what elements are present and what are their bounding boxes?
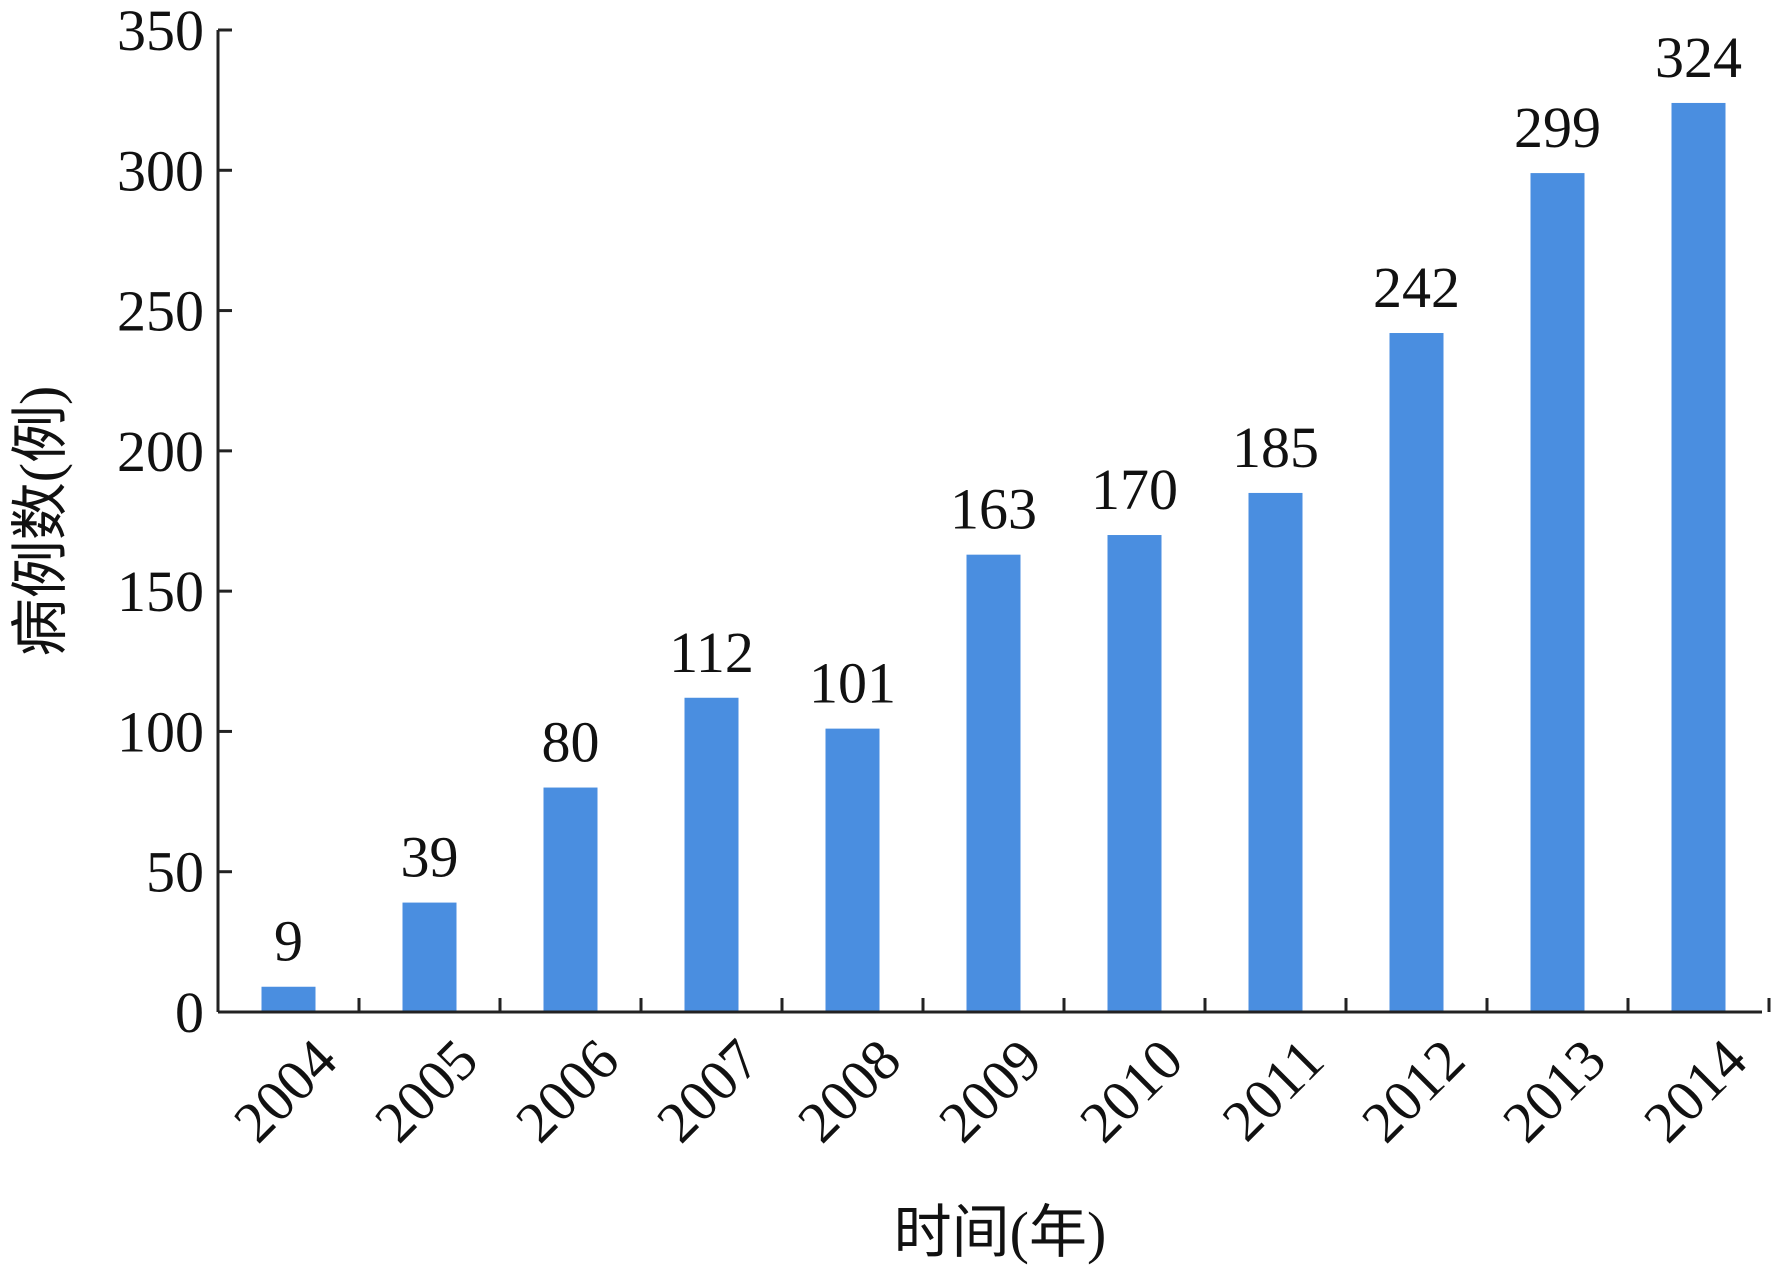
bar <box>1389 333 1444 1012</box>
bar <box>1248 492 1303 1012</box>
labels-layer: 0 50 100 150 200 250 300 350 9 2004 39 2005 80 2006 11… <box>117 0 1759 1155</box>
x-tick-label: 2014 <box>1631 1027 1759 1155</box>
bar <box>1671 102 1726 1013</box>
data-label: 80 <box>542 710 600 775</box>
bar <box>261 986 316 1012</box>
bars-layer <box>261 102 1726 1013</box>
y-tick-label: 300 <box>117 138 204 203</box>
x-tick-label: 2006 <box>503 1027 631 1155</box>
x-tick-label: 2004 <box>221 1027 349 1155</box>
bar <box>684 697 739 1012</box>
y-tick-label: 100 <box>117 699 204 764</box>
data-label: 185 <box>1232 415 1319 480</box>
x-tick-label: 2009 <box>926 1027 1054 1155</box>
y-tick-label: 0 <box>175 980 204 1045</box>
y-tick-label: 200 <box>117 419 204 484</box>
bar <box>402 902 457 1012</box>
data-label: 242 <box>1373 255 1460 320</box>
bar <box>825 728 880 1012</box>
x-axis-title: 时间(年) <box>894 1200 1107 1265</box>
x-tick-label: 2010 <box>1067 1027 1195 1155</box>
data-label: 163 <box>950 477 1037 542</box>
data-label: 170 <box>1091 457 1178 522</box>
bar <box>1107 535 1162 1012</box>
y-tick-label: 150 <box>117 559 204 624</box>
x-tick-label: 2007 <box>644 1027 772 1155</box>
data-label: 324 <box>1655 25 1742 90</box>
bar <box>543 787 598 1012</box>
x-tick-label: 2011 <box>1210 1027 1336 1153</box>
bar <box>966 554 1021 1012</box>
y-tick-label: 350 <box>117 0 204 63</box>
bar <box>1530 173 1585 1012</box>
data-label: 39 <box>401 825 459 890</box>
x-tick-label: 2012 <box>1349 1027 1477 1155</box>
data-label: 9 <box>274 909 303 974</box>
y-tick-label: 250 <box>117 279 204 344</box>
x-tick-label: 2005 <box>362 1027 490 1155</box>
data-label: 299 <box>1514 95 1601 160</box>
data-label: 101 <box>809 651 896 716</box>
y-tick-label: 50 <box>146 840 204 905</box>
y-axis-title: 病例数(例) <box>8 386 73 657</box>
axes-layer <box>216 30 1762 1014</box>
ticks-layer <box>218 28 1771 1014</box>
data-label: 112 <box>669 620 754 685</box>
x-tick-label: 2008 <box>785 1027 913 1155</box>
x-tick-label: 2013 <box>1490 1027 1618 1155</box>
